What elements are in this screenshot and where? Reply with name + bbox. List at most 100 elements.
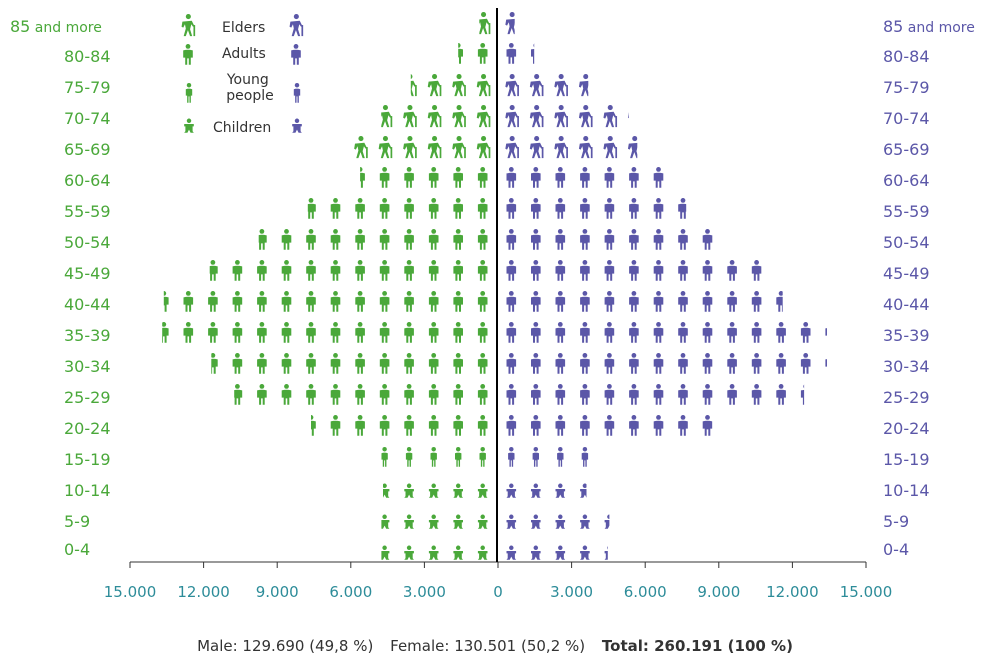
grand-total: Total: 260.191 (100 %) bbox=[602, 637, 793, 655]
adult-icon bbox=[428, 260, 439, 281]
adult-icon bbox=[355, 384, 365, 405]
adult-icon bbox=[404, 167, 414, 188]
adult-icon bbox=[404, 353, 414, 374]
adult-icon bbox=[751, 353, 762, 374]
adult-icon bbox=[653, 322, 664, 343]
elder-icon bbox=[410, 74, 417, 97]
x-tick-label: 3.000 bbox=[550, 583, 593, 601]
adult-icon bbox=[555, 167, 566, 188]
elder-icon bbox=[578, 74, 589, 97]
adult-icon-partial bbox=[163, 291, 169, 312]
x-tick-label: 3.000 bbox=[403, 583, 446, 601]
age-labels-left: 85 and more 80-84 75-79 70-74 65-69 60-6… bbox=[10, 17, 111, 559]
age-label-right: 30-34 bbox=[883, 357, 930, 376]
x-tick-label: 15.000 bbox=[104, 583, 157, 601]
adult-icon-partial bbox=[800, 384, 805, 405]
age-label-right: 45-49 bbox=[883, 264, 930, 283]
adult-icon bbox=[257, 353, 267, 374]
child-icon bbox=[453, 483, 463, 498]
adult-icon bbox=[702, 415, 713, 436]
adult-icon bbox=[330, 322, 341, 343]
adult-icon bbox=[604, 291, 615, 312]
young-icon-partial bbox=[381, 446, 388, 467]
adult-icon bbox=[800, 322, 811, 343]
adult-icon bbox=[258, 229, 267, 250]
adult-icon bbox=[702, 322, 713, 343]
adult-icon bbox=[257, 291, 267, 312]
young-icon bbox=[581, 446, 589, 467]
adult-icon bbox=[702, 229, 713, 250]
adult-icon bbox=[330, 291, 341, 312]
adult-icon bbox=[281, 353, 292, 374]
legend: Elders Adults Young people Children bbox=[181, 14, 304, 136]
child-icon bbox=[453, 545, 463, 560]
young-icon bbox=[430, 446, 437, 467]
adult-icon-partial bbox=[727, 229, 737, 250]
adult-icon-partial bbox=[653, 167, 664, 188]
child-icon bbox=[531, 483, 541, 498]
adult-icon bbox=[629, 291, 639, 312]
adult-icon bbox=[678, 415, 688, 436]
child-icon bbox=[555, 514, 566, 529]
adult-icon bbox=[506, 229, 517, 250]
adult-icon bbox=[702, 353, 713, 374]
adult-icon bbox=[453, 167, 463, 188]
adult-icon bbox=[751, 322, 762, 343]
adult-icon bbox=[428, 229, 439, 250]
age-label-left: 40-44 bbox=[64, 295, 111, 314]
male-bar-row bbox=[354, 136, 491, 159]
young-icon bbox=[508, 446, 515, 467]
adult-icon bbox=[678, 260, 688, 281]
child-icon-partial bbox=[580, 483, 587, 498]
elder-icon-partial bbox=[381, 105, 393, 128]
female-bar-row bbox=[505, 12, 515, 35]
child-icon bbox=[580, 514, 590, 529]
elder-icon-partial bbox=[479, 12, 491, 35]
adult-icon bbox=[453, 291, 463, 312]
adult-icon bbox=[653, 198, 664, 219]
adult-icon bbox=[477, 229, 488, 250]
adult-icon bbox=[428, 353, 439, 374]
adult-icon bbox=[506, 167, 517, 188]
adult-icon bbox=[653, 384, 664, 405]
adult-icon bbox=[531, 415, 541, 436]
adult-icon bbox=[629, 322, 639, 343]
age-label-right: 50-54 bbox=[883, 233, 930, 252]
age-label-left: 45-49 bbox=[64, 264, 111, 283]
adult-icon bbox=[604, 260, 615, 281]
male-bar-row bbox=[360, 167, 488, 188]
age-label-left: 10-14 bbox=[64, 481, 111, 500]
adult-icon bbox=[776, 322, 786, 343]
adult-icon bbox=[678, 384, 688, 405]
elder-icon bbox=[505, 105, 519, 128]
adult-icon bbox=[183, 291, 194, 312]
male-bar-row bbox=[458, 43, 488, 64]
adult-icon bbox=[555, 384, 566, 405]
adult-icon bbox=[355, 229, 365, 250]
adult-icon bbox=[531, 322, 541, 343]
x-tick-label: 15.000 bbox=[840, 583, 893, 601]
child-icon-partial bbox=[383, 483, 390, 498]
age-label-right: 10-14 bbox=[883, 481, 930, 500]
adult-icon bbox=[506, 322, 517, 343]
adult-icon bbox=[506, 291, 517, 312]
adult-icon bbox=[825, 353, 828, 374]
adult-icon bbox=[555, 260, 566, 281]
adult-icon bbox=[428, 384, 439, 405]
female-bar-row bbox=[506, 198, 687, 219]
adult-icon bbox=[506, 384, 517, 405]
child-icon-partial bbox=[604, 545, 608, 560]
adult-icon bbox=[555, 322, 566, 343]
adult-icon bbox=[281, 322, 292, 343]
elder-icon bbox=[403, 136, 417, 159]
age-label-right: 60-64 bbox=[883, 171, 930, 190]
female-bar-row bbox=[506, 229, 737, 250]
adult-icon bbox=[604, 322, 615, 343]
age-label-right: 20-24 bbox=[883, 419, 930, 438]
adult-icon bbox=[531, 291, 541, 312]
adult-icon bbox=[604, 229, 615, 250]
male-bar-row bbox=[209, 260, 488, 281]
adult-icon bbox=[580, 415, 590, 436]
adult-icon bbox=[330, 415, 341, 436]
adult-icon-partial bbox=[258, 229, 267, 250]
